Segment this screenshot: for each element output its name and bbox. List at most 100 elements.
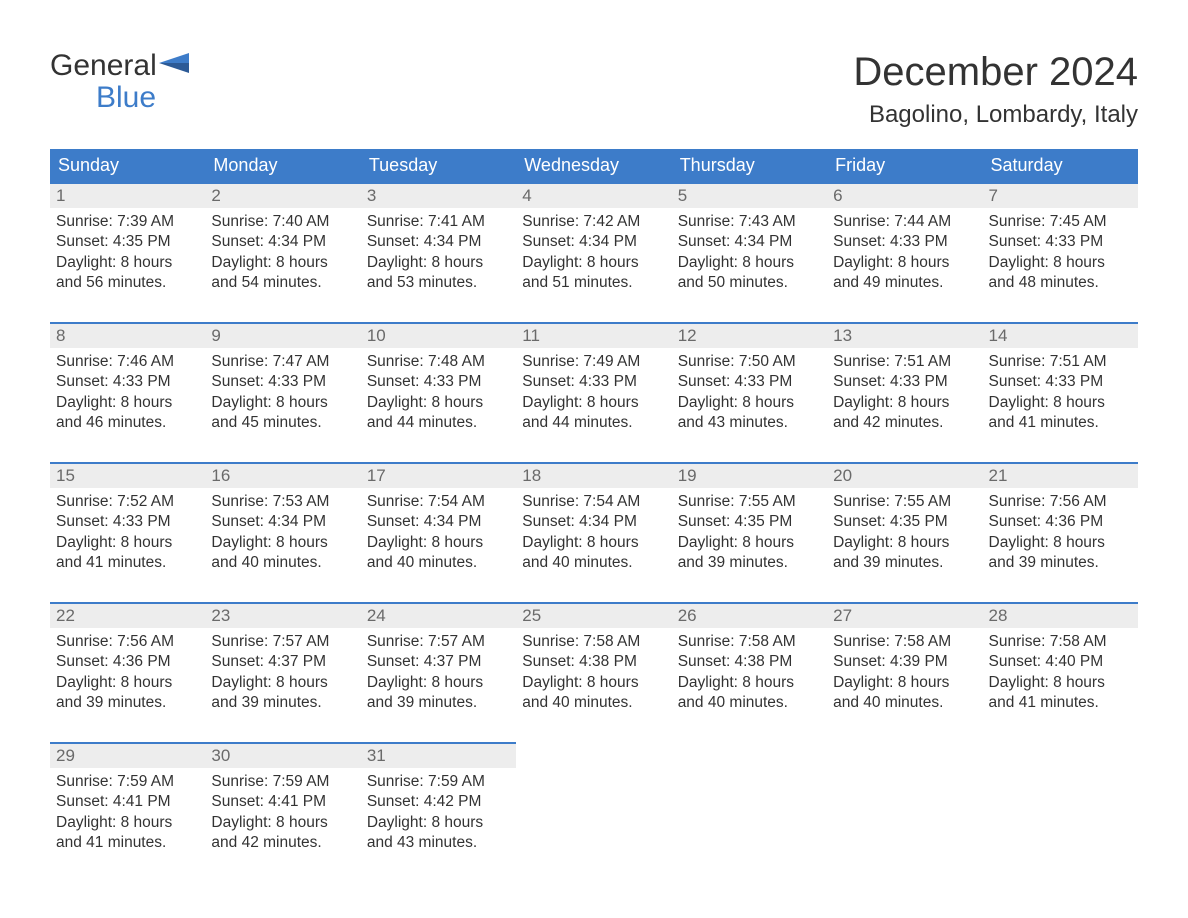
sunrise-line: Sunrise: 7:52 AM — [56, 492, 199, 512]
daylight-line: Daylight: 8 hours and 41 minutes. — [56, 813, 199, 854]
sunrise-line: Sunrise: 7:39 AM — [56, 212, 199, 232]
day-content: Sunrise: 7:43 AMSunset: 4:34 PMDaylight:… — [672, 208, 827, 302]
sunset-line: Sunset: 4:34 PM — [522, 512, 665, 532]
weekday-header: Thursday — [672, 149, 827, 183]
day-number: 13 — [827, 324, 982, 348]
day-content: Sunrise: 7:39 AMSunset: 4:35 PMDaylight:… — [50, 208, 205, 302]
calendar-day-cell: 8Sunrise: 7:46 AMSunset: 4:33 PMDaylight… — [50, 323, 205, 451]
sunrise-line: Sunrise: 7:54 AM — [367, 492, 510, 512]
sunset-line: Sunset: 4:33 PM — [678, 372, 821, 392]
day-content: Sunrise: 7:48 AMSunset: 4:33 PMDaylight:… — [361, 348, 516, 442]
sunset-line: Sunset: 4:41 PM — [211, 792, 354, 812]
weekday-header: Saturday — [983, 149, 1138, 183]
day-number: 24 — [361, 604, 516, 628]
day-content: Sunrise: 7:57 AMSunset: 4:37 PMDaylight:… — [361, 628, 516, 722]
daylight-line: Daylight: 8 hours and 40 minutes. — [367, 533, 510, 574]
daylight-line: Daylight: 8 hours and 54 minutes. — [211, 253, 354, 294]
sunset-line: Sunset: 4:33 PM — [989, 232, 1132, 252]
sunrise-line: Sunrise: 7:46 AM — [56, 352, 199, 372]
calendar-day-cell: 3Sunrise: 7:41 AMSunset: 4:34 PMDaylight… — [361, 183, 516, 311]
calendar-day-cell: 19Sunrise: 7:55 AMSunset: 4:35 PMDayligh… — [672, 463, 827, 591]
sunrise-line: Sunrise: 7:58 AM — [522, 632, 665, 652]
daylight-line: Daylight: 8 hours and 42 minutes. — [833, 393, 976, 434]
day-number: 4 — [516, 184, 671, 208]
day-content: Sunrise: 7:59 AMSunset: 4:42 PMDaylight:… — [361, 768, 516, 862]
daylight-line: Daylight: 8 hours and 51 minutes. — [522, 253, 665, 294]
daylight-line: Daylight: 8 hours and 45 minutes. — [211, 393, 354, 434]
sunrise-line: Sunrise: 7:43 AM — [678, 212, 821, 232]
calendar-week-row: 8Sunrise: 7:46 AMSunset: 4:33 PMDaylight… — [50, 323, 1138, 451]
sunrise-line: Sunrise: 7:45 AM — [989, 212, 1132, 232]
day-number: 2 — [205, 184, 360, 208]
sunset-line: Sunset: 4:34 PM — [367, 232, 510, 252]
calendar-day-cell: 28Sunrise: 7:58 AMSunset: 4:40 PMDayligh… — [983, 603, 1138, 731]
sunset-line: Sunset: 4:36 PM — [56, 652, 199, 672]
daylight-line: Daylight: 8 hours and 49 minutes. — [833, 253, 976, 294]
sunset-line: Sunset: 4:34 PM — [367, 512, 510, 532]
day-number: 9 — [205, 324, 360, 348]
sunrise-line: Sunrise: 7:59 AM — [367, 772, 510, 792]
sunset-line: Sunset: 4:33 PM — [833, 232, 976, 252]
day-content: Sunrise: 7:51 AMSunset: 4:33 PMDaylight:… — [827, 348, 982, 442]
calendar-day-cell: 12Sunrise: 7:50 AMSunset: 4:33 PMDayligh… — [672, 323, 827, 451]
daylight-line: Daylight: 8 hours and 46 minutes. — [56, 393, 199, 434]
sunset-line: Sunset: 4:39 PM — [833, 652, 976, 672]
calendar-day-cell: 4Sunrise: 7:42 AMSunset: 4:34 PMDaylight… — [516, 183, 671, 311]
day-number: 17 — [361, 464, 516, 488]
sunset-line: Sunset: 4:35 PM — [833, 512, 976, 532]
sunrise-line: Sunrise: 7:58 AM — [833, 632, 976, 652]
daylight-line: Daylight: 8 hours and 44 minutes. — [367, 393, 510, 434]
day-content: Sunrise: 7:55 AMSunset: 4:35 PMDaylight:… — [827, 488, 982, 582]
sunrise-line: Sunrise: 7:40 AM — [211, 212, 354, 232]
sunset-line: Sunset: 4:33 PM — [56, 372, 199, 392]
sunrise-line: Sunrise: 7:54 AM — [522, 492, 665, 512]
sunset-line: Sunset: 4:35 PM — [678, 512, 821, 532]
daylight-line: Daylight: 8 hours and 40 minutes. — [522, 673, 665, 714]
daylight-line: Daylight: 8 hours and 43 minutes. — [678, 393, 821, 434]
day-number: 3 — [361, 184, 516, 208]
weekday-header-row: SundayMondayTuesdayWednesdayThursdayFrid… — [50, 149, 1138, 183]
sunrise-line: Sunrise: 7:55 AM — [833, 492, 976, 512]
calendar-day-cell: 29Sunrise: 7:59 AMSunset: 4:41 PMDayligh… — [50, 743, 205, 871]
daylight-line: Daylight: 8 hours and 39 minutes. — [989, 533, 1132, 574]
sunrise-line: Sunrise: 7:42 AM — [522, 212, 665, 232]
calendar-day-cell: 22Sunrise: 7:56 AMSunset: 4:36 PMDayligh… — [50, 603, 205, 731]
calendar-day-cell: 15Sunrise: 7:52 AMSunset: 4:33 PMDayligh… — [50, 463, 205, 591]
daylight-line: Daylight: 8 hours and 41 minutes. — [989, 673, 1132, 714]
week-spacer — [50, 311, 1138, 323]
calendar-day-cell: 21Sunrise: 7:56 AMSunset: 4:36 PMDayligh… — [983, 463, 1138, 591]
day-content: Sunrise: 7:58 AMSunset: 4:38 PMDaylight:… — [672, 628, 827, 722]
calendar-day-cell — [672, 743, 827, 871]
calendar-day-cell — [983, 743, 1138, 871]
sunrise-line: Sunrise: 7:58 AM — [678, 632, 821, 652]
daylight-line: Daylight: 8 hours and 44 minutes. — [522, 393, 665, 434]
day-content: Sunrise: 7:53 AMSunset: 4:34 PMDaylight:… — [205, 488, 360, 582]
week-spacer — [50, 451, 1138, 463]
day-content: Sunrise: 7:46 AMSunset: 4:33 PMDaylight:… — [50, 348, 205, 442]
week-spacer — [50, 731, 1138, 743]
sunset-line: Sunset: 4:36 PM — [989, 512, 1132, 532]
day-number: 21 — [983, 464, 1138, 488]
sunset-line: Sunset: 4:33 PM — [522, 372, 665, 392]
calendar-day-cell: 6Sunrise: 7:44 AMSunset: 4:33 PMDaylight… — [827, 183, 982, 311]
calendar-day-cell: 11Sunrise: 7:49 AMSunset: 4:33 PMDayligh… — [516, 323, 671, 451]
calendar-table: SundayMondayTuesdayWednesdayThursdayFrid… — [50, 149, 1138, 871]
weekday-header: Sunday — [50, 149, 205, 183]
daylight-line: Daylight: 8 hours and 40 minutes. — [211, 533, 354, 574]
calendar-day-cell: 9Sunrise: 7:47 AMSunset: 4:33 PMDaylight… — [205, 323, 360, 451]
daylight-line: Daylight: 8 hours and 56 minutes. — [56, 253, 199, 294]
day-content: Sunrise: 7:56 AMSunset: 4:36 PMDaylight:… — [50, 628, 205, 722]
day-content: Sunrise: 7:42 AMSunset: 4:34 PMDaylight:… — [516, 208, 671, 302]
daylight-line: Daylight: 8 hours and 43 minutes. — [367, 813, 510, 854]
title-block: December 2024 Bagolino, Lombardy, Italy — [853, 50, 1138, 129]
flag-icon — [159, 50, 189, 82]
week-spacer — [50, 591, 1138, 603]
day-number: 19 — [672, 464, 827, 488]
day-number: 1 — [50, 184, 205, 208]
day-number: 30 — [205, 744, 360, 768]
sunset-line: Sunset: 4:34 PM — [211, 232, 354, 252]
daylight-line: Daylight: 8 hours and 40 minutes. — [678, 673, 821, 714]
calendar-day-cell: 13Sunrise: 7:51 AMSunset: 4:33 PMDayligh… — [827, 323, 982, 451]
sunrise-line: Sunrise: 7:58 AM — [989, 632, 1132, 652]
sunset-line: Sunset: 4:33 PM — [833, 372, 976, 392]
